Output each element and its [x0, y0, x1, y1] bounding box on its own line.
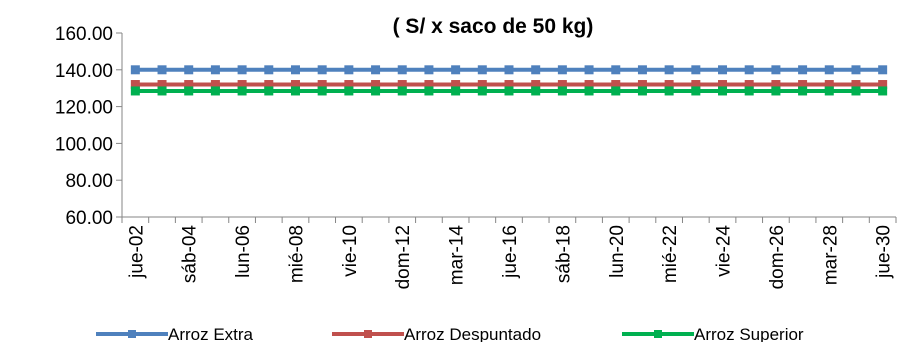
x-axis: jue-02 sáb-04 lun-06 mié-08 vie-10 dom-12 mar-… [121, 216, 897, 289]
data-point [264, 86, 274, 96]
data-point [157, 86, 167, 96]
x-tick-label: dom-26 [767, 225, 788, 289]
y-tick-label: 120.00 [55, 98, 113, 119]
data-point [611, 86, 621, 96]
data-point [584, 86, 594, 96]
data-point [664, 65, 674, 75]
series-layer [130, 65, 888, 96]
x-tick-label: lun-06 [233, 225, 254, 278]
data-point [718, 65, 728, 75]
data-point [317, 65, 327, 75]
y-tick-label: 140.00 [55, 61, 113, 82]
data-point [317, 86, 327, 96]
data-point [637, 86, 647, 96]
legend-swatch-marker [128, 330, 136, 338]
data-point [718, 86, 728, 96]
data-point [290, 65, 300, 75]
data-point [798, 65, 808, 75]
data-point [184, 86, 194, 96]
data-point [237, 86, 247, 96]
data-point [264, 65, 274, 75]
data-point [130, 65, 140, 75]
data-point [557, 86, 567, 96]
data-point [584, 65, 594, 75]
data-point [371, 86, 381, 96]
x-tick-label: vie-24 [714, 225, 735, 277]
data-point [504, 86, 514, 96]
data-point [664, 86, 674, 96]
data-point [531, 86, 541, 96]
data-point [157, 65, 167, 75]
data-point [130, 86, 140, 96]
data-point [210, 86, 220, 96]
y-axis: 160.00 140.00 120.00 100.00 80.00 60.00 [55, 24, 123, 229]
data-point [210, 65, 220, 75]
y-tick-label: 100.00 [55, 134, 113, 155]
data-point [878, 86, 888, 96]
x-tick-label: sáb-18 [553, 225, 574, 283]
data-point [744, 86, 754, 96]
data-point [451, 86, 461, 96]
y-tick-label: 60.00 [65, 208, 113, 229]
data-point [290, 86, 300, 96]
data-point [878, 65, 888, 75]
x-tick-label: vie-10 [340, 225, 361, 277]
data-point [184, 65, 194, 75]
legend: Arroz Extra Arroz Despuntado Arroz Superio… [96, 325, 804, 342]
data-point [611, 65, 621, 75]
x-tick-label: dom-12 [393, 225, 414, 289]
data-point [477, 65, 487, 75]
legend-swatch-marker [654, 330, 662, 338]
x-tick-label: jue-30 [874, 225, 895, 279]
data-point [851, 86, 861, 96]
chart-title: ( S/ x saco de 50 kg) [393, 15, 594, 38]
data-point [637, 65, 647, 75]
legend-label: Arroz Superior [694, 325, 804, 342]
x-tick-label: jue-16 [500, 225, 521, 279]
data-point [691, 65, 701, 75]
x-tick-label: mar-28 [820, 225, 841, 285]
x-tick-label: mié-22 [660, 225, 681, 283]
x-tick-label: sáb-04 [180, 225, 201, 284]
data-point [397, 65, 407, 75]
data-point [771, 65, 781, 75]
data-point [744, 65, 754, 75]
data-point [851, 65, 861, 75]
data-point [344, 65, 354, 75]
data-point [824, 86, 834, 96]
legend-swatch-marker [364, 330, 372, 338]
legend-label: Arroz Despuntado [404, 325, 541, 342]
data-point [557, 65, 567, 75]
data-point [424, 65, 434, 75]
data-point [531, 65, 541, 75]
x-tick-label: jue-02 [126, 225, 147, 279]
data-point [451, 65, 461, 75]
data-point [771, 86, 781, 96]
y-tick-label: 80.00 [65, 171, 113, 192]
x-tick-label: lun-20 [607, 225, 628, 278]
data-point [237, 65, 247, 75]
data-point [504, 65, 514, 75]
data-point [397, 86, 407, 96]
x-tick-label: mar-14 [447, 225, 468, 286]
data-point [371, 65, 381, 75]
data-point [344, 86, 354, 96]
data-point [798, 86, 808, 96]
data-point [477, 86, 487, 96]
x-tick-label: mié-08 [286, 225, 307, 283]
data-point [824, 65, 834, 75]
legend-label: Arroz Extra [168, 325, 254, 342]
data-point [691, 86, 701, 96]
y-tick-label: 160.00 [55, 24, 113, 45]
data-point [424, 86, 434, 96]
